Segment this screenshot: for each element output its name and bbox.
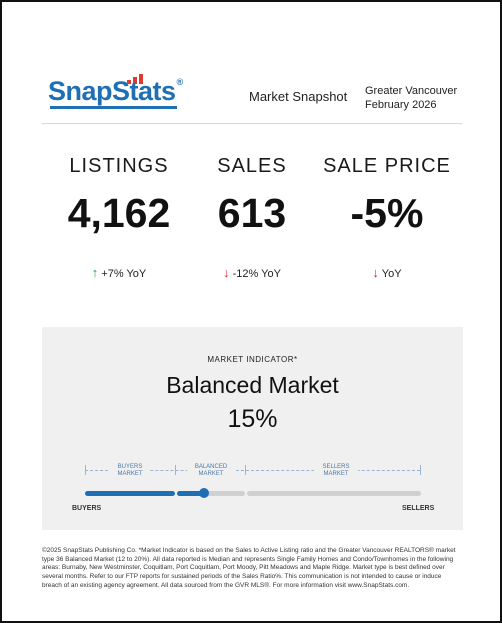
region-name: Greater Vancouver [365, 85, 458, 97]
segment-label-balanced: BALANCED MARKET [187, 464, 235, 478]
indicator-knob [199, 488, 209, 498]
end-label-buyers: BUYERS [72, 505, 102, 512]
logo-bars-icon [127, 74, 149, 84]
metric-change: ↓ -12% YoY [177, 265, 327, 280]
brand-logo: SnapStats® [48, 78, 183, 105]
segment-tick [175, 465, 176, 475]
logo-underline [50, 106, 177, 109]
metric-value: 613 [217, 190, 287, 236]
brand-name-part1: Snap [48, 76, 113, 106]
market-percentage: 15% [227, 405, 278, 433]
metric-label: LISTINGS [69, 155, 169, 177]
region-period: Greater Vancouver February 2026 [365, 84, 457, 112]
arrow-down-icon: ↓ [223, 265, 230, 280]
registered-mark: ® [176, 77, 184, 87]
segment-guide-line [85, 470, 420, 471]
bar-balanced-fill [177, 491, 203, 496]
metric-listings: LISTINGS 4,162 ↑ +7% YoY [44, 155, 194, 280]
bar-sellers [247, 491, 421, 496]
market-type: Balanced Market [166, 372, 339, 398]
arrow-down-icon: ↓ [372, 265, 379, 280]
brand-name-part2: Stats [112, 76, 176, 106]
metric-value: 4,162 [67, 190, 171, 236]
header-divider [42, 123, 462, 124]
indicator-label: MARKET INDICATOR* [207, 355, 298, 364]
metric-value: -5% [350, 190, 424, 236]
segment-tick [85, 465, 86, 475]
metric-sales: SALES 613 ↓ -12% YoY [177, 155, 327, 280]
footer-disclaimer: ©2025 SnapStats Publishing Co. *Market I… [42, 547, 456, 589]
page-title: Market Snapshot [249, 89, 348, 104]
metric-change: ↑ +7% YoY [44, 265, 194, 280]
market-indicator-panel: MARKET INDICATOR* Balanced Market 15% BU… [42, 327, 463, 530]
metric-change-text: +7% YoY [101, 268, 147, 280]
bar-buyers [85, 491, 175, 496]
period-label: February 2026 [365, 99, 437, 111]
metric-change-text: YoY [381, 268, 402, 280]
arrow-up-icon: ↑ [91, 265, 99, 280]
segment-label-sellers: SELLERS MARKET [314, 464, 358, 478]
metric-label: SALES [217, 155, 287, 177]
metric-label: SALE PRICE [323, 155, 451, 177]
segment-label-buyers: BUYERS MARKET [110, 464, 150, 478]
metric-change: ↓ YoY [312, 265, 462, 280]
metric-sale-price: SALE PRICE -5% ↓ YoY [312, 155, 462, 280]
segment-tick [420, 465, 421, 475]
metric-change-text: -12% YoY [232, 268, 281, 280]
segment-tick [245, 465, 246, 475]
end-label-sellers: SELLERS [402, 505, 435, 512]
bar-balanced [177, 491, 245, 496]
